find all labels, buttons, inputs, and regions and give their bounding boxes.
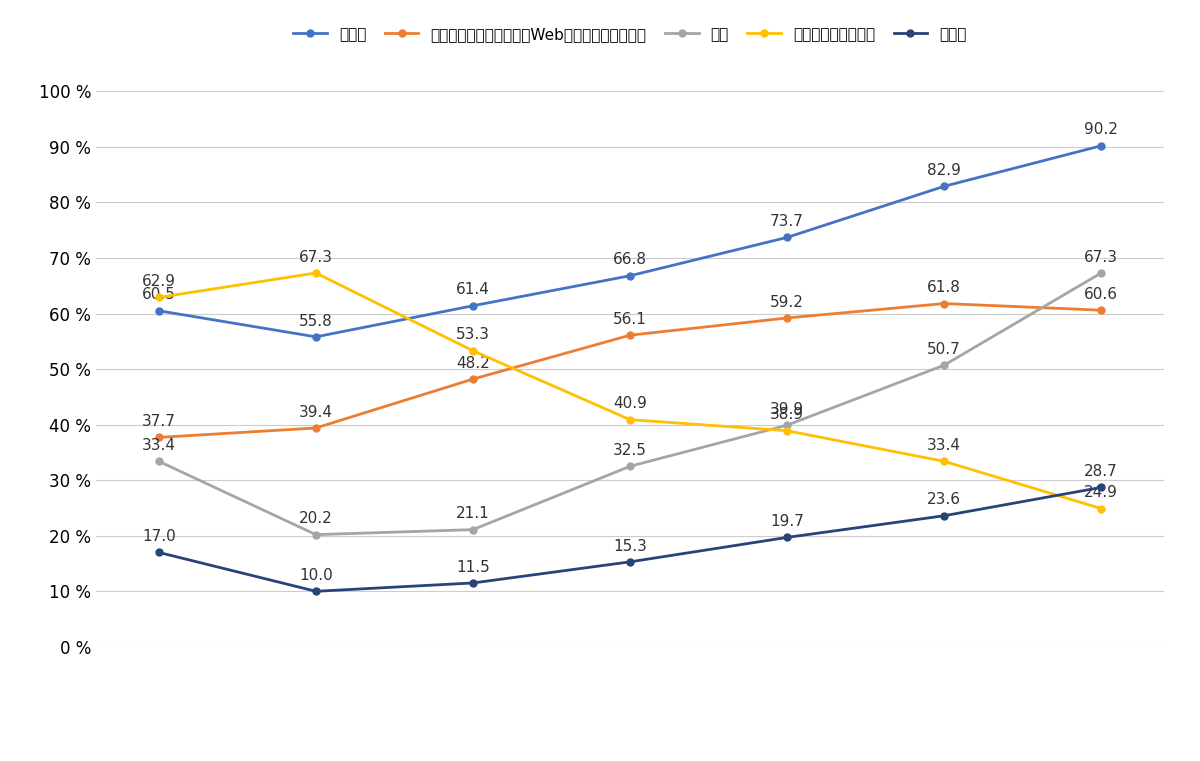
テレビ — [780, 233, 794, 242]
ソーシャルメディア — [466, 346, 480, 355]
ソーシャルメディア — [623, 415, 637, 424]
Text: 23.6: 23.6 — [928, 492, 961, 508]
Text: 39.4: 39.4 — [299, 405, 332, 419]
Text: 60.6: 60.6 — [1084, 287, 1118, 302]
ラジオ — [151, 548, 166, 557]
Text: 55.8: 55.8 — [299, 314, 332, 329]
パソコンや携帯電話でのWebサイト・アプリ閲覧 — [937, 299, 952, 308]
Text: 20.2: 20.2 — [299, 511, 332, 527]
テレビ — [937, 182, 952, 191]
Text: 48.2: 48.2 — [456, 355, 490, 371]
Line: 新聞: 新聞 — [155, 269, 1105, 538]
Text: 33.4: 33.4 — [928, 438, 961, 453]
Text: 32.5: 32.5 — [613, 443, 647, 458]
新聞 — [1094, 269, 1109, 278]
Text: 15.3: 15.3 — [613, 539, 647, 553]
Line: ソーシャルメディア: ソーシャルメディア — [155, 269, 1105, 512]
テレビ — [151, 306, 166, 315]
テレビ — [623, 271, 637, 280]
Text: 38.9: 38.9 — [770, 407, 804, 422]
パソコンや携帯電話でのWebサイト・アプリ閲覧 — [308, 423, 323, 432]
ラジオ — [623, 557, 637, 566]
Text: 73.7: 73.7 — [770, 214, 804, 229]
ソーシャルメディア — [780, 426, 794, 435]
Text: 90.2: 90.2 — [1085, 123, 1118, 138]
Text: 67.3: 67.3 — [299, 250, 332, 265]
Text: 33.4: 33.4 — [142, 438, 176, 453]
Text: 59.2: 59.2 — [770, 295, 804, 310]
Text: 56.1: 56.1 — [613, 312, 647, 327]
テレビ — [308, 333, 323, 342]
新聞 — [623, 462, 637, 471]
ソーシャルメディア — [308, 269, 323, 278]
Text: 39.9: 39.9 — [770, 402, 804, 417]
Line: パソコンや携帯電話でのWebサイト・アプリ閲覧: パソコンや携帯電話でのWebサイト・アプリ閲覧 — [155, 300, 1105, 441]
ソーシャルメディア — [1094, 504, 1109, 513]
Text: 60.5: 60.5 — [142, 288, 175, 302]
Text: 82.9: 82.9 — [928, 163, 961, 178]
ラジオ — [1094, 482, 1109, 492]
パソコンや携帯電話でのWebサイト・アプリ閲覧 — [466, 374, 480, 384]
Text: 17.0: 17.0 — [142, 529, 175, 544]
Text: 21.1: 21.1 — [456, 506, 490, 521]
Text: 62.9: 62.9 — [142, 274, 176, 289]
新聞 — [308, 530, 323, 540]
ラジオ — [466, 578, 480, 587]
新聞 — [151, 457, 166, 466]
Text: 66.8: 66.8 — [613, 253, 647, 267]
パソコンや携帯電話でのWebサイト・アプリ閲覧 — [1094, 306, 1109, 315]
新聞 — [937, 361, 952, 370]
新聞 — [780, 421, 794, 430]
テレビ — [1094, 142, 1109, 151]
Text: 10.0: 10.0 — [299, 568, 332, 583]
Text: 50.7: 50.7 — [928, 342, 961, 357]
ソーシャルメディア — [937, 457, 952, 466]
Text: 19.7: 19.7 — [770, 514, 804, 529]
Text: 24.9: 24.9 — [1085, 486, 1118, 500]
Legend: テレビ, パソコンや携帯電話でのWebサイト・アプリ閲覧, 新聞, ソーシャルメディア, ラジオ: テレビ, パソコンや携帯電話でのWebサイト・アプリ閲覧, 新聞, ソーシャルメ… — [293, 27, 967, 42]
Text: 67.3: 67.3 — [1084, 250, 1118, 265]
パソコンや携帯電話でのWebサイト・アプリ閲覧 — [151, 433, 166, 442]
ソーシャルメディア — [151, 293, 166, 302]
Text: 37.7: 37.7 — [142, 414, 175, 429]
Text: 61.8: 61.8 — [928, 280, 961, 295]
ラジオ — [780, 533, 794, 542]
Text: 53.3: 53.3 — [456, 327, 490, 342]
パソコンや携帯電話でのWebサイト・アプリ閲覧 — [623, 330, 637, 339]
ラジオ — [308, 587, 323, 596]
Text: 40.9: 40.9 — [613, 396, 647, 411]
Text: 28.7: 28.7 — [1085, 464, 1118, 479]
Line: ラジオ: ラジオ — [155, 484, 1105, 595]
新聞 — [466, 525, 480, 534]
Line: テレビ: テレビ — [155, 142, 1105, 340]
ラジオ — [937, 511, 952, 521]
Text: 11.5: 11.5 — [456, 559, 490, 575]
パソコンや携帯電話でのWebサイト・アプリ閲覧 — [780, 314, 794, 323]
テレビ — [466, 301, 480, 310]
Text: 61.4: 61.4 — [456, 282, 490, 298]
